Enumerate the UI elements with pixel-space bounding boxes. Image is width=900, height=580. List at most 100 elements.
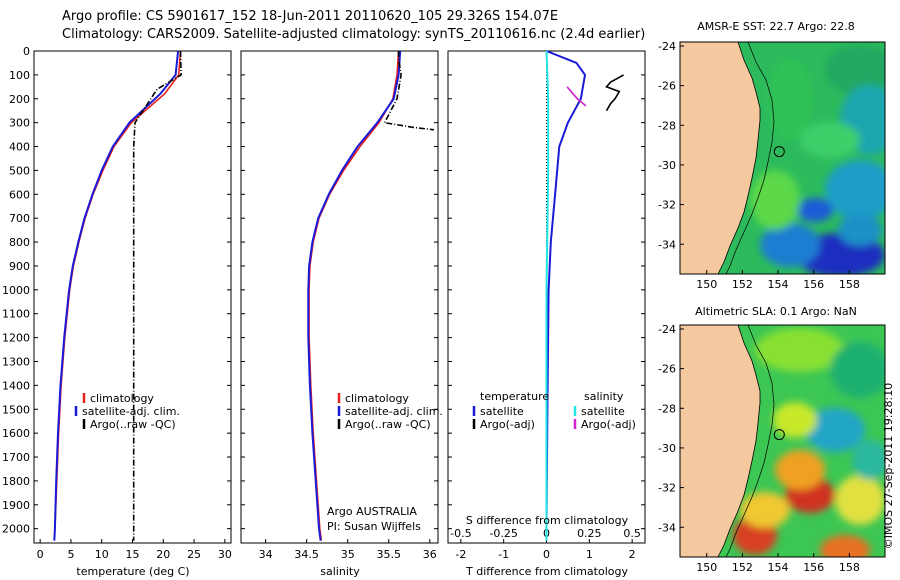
map-y-tick-label: -26: [658, 363, 676, 376]
sst-isobath-line: [725, 42, 775, 274]
salinity-legend: climatology satellite-adj. clim. Argo(..…: [327, 392, 443, 533]
sla-argo-location-marker: [773, 429, 785, 441]
legend-argo: Argo(..raw -QC): [90, 418, 176, 431]
x-tick-label: 36: [423, 548, 437, 561]
series-climatology: [308, 50, 400, 541]
x-tick-label: 35.5: [377, 548, 402, 561]
legend-climatology: climatology: [345, 392, 409, 405]
s-tick-label: -0.5: [450, 527, 471, 540]
map-x-tick-label: 154: [768, 278, 789, 291]
map-y-tick-label: -30: [658, 159, 676, 172]
y-tick-label: 1400: [2, 379, 30, 392]
x-tick-label: -1: [498, 548, 509, 561]
legend-t-argo: Argo(-adj): [480, 418, 535, 431]
sla-map: [680, 325, 885, 557]
legend-satellite-adj: satellite-adj. clim.: [345, 405, 443, 418]
map-y-tick-label: -28: [658, 119, 676, 132]
temperature-plot: 0 5 10 15 20 25 300100200300400500600700800900…: [2, 45, 232, 561]
x-tick-label: 1: [586, 548, 593, 561]
map-y-tick-label: -24: [658, 323, 676, 336]
y-tick-label: 1300: [2, 355, 30, 368]
x-tick-label: 30: [218, 548, 232, 561]
map-y-tick-label: -24: [658, 40, 676, 53]
map-x-tick-label: 158: [839, 561, 860, 574]
series-argo-raw-qc-: [132, 50, 182, 541]
s-tick-label: 0.25: [577, 527, 602, 540]
s-tick-label: 0.5: [623, 527, 641, 540]
figure-title-line1: Argo profile: CS 5901617_152 18-Jun-2011…: [62, 9, 559, 24]
y-tick-label: 800: [9, 236, 30, 249]
map-x-tick-label: 156: [803, 561, 824, 574]
x-tick-label: 25: [187, 548, 201, 561]
map-x-tick-label: 154: [768, 561, 789, 574]
annotation-pi: PI: Susan Wijffels: [327, 520, 421, 533]
series-salinity-argo-adj-: [566, 86, 587, 107]
x-tick-label: 0: [543, 548, 550, 561]
x-tick-label: 35: [341, 548, 355, 561]
temperature-panel-frame: [33, 50, 232, 544]
map-x-tick-label: 158: [839, 278, 860, 291]
series-satellite-adj-clim-: [53, 50, 180, 541]
y-tick-label: 600: [9, 188, 30, 201]
map-y-tick-label: -28: [658, 402, 676, 415]
x-tick-label: 15: [126, 548, 140, 561]
map-y-tick-label: -32: [658, 199, 676, 212]
sla-land-australia: [680, 325, 761, 557]
y-tick-label: 1200: [2, 332, 30, 345]
legend-climatology: climatology: [90, 392, 154, 405]
y-tick-label: 1800: [2, 475, 30, 488]
x-tick-label: 2: [629, 548, 636, 561]
temperature-axis-label: temperature (deg C): [76, 565, 189, 578]
x-tick-label: 34.5: [294, 548, 319, 561]
map-x-tick-label: 156: [803, 278, 824, 291]
sla-field: [733, 328, 885, 557]
y-tick-label: 1500: [2, 403, 30, 416]
map-x-tick-label: 150: [696, 561, 717, 574]
sla-map-axes: 150 152 154 156 158 -24 -26 -28 -30 -32 -34: [658, 323, 860, 574]
series-satellite-adj-clim-: [307, 50, 402, 541]
imos-credit: ©IMOS 27-Sep-2011 19:28:10: [882, 383, 895, 549]
map-x-tick-label: 152: [732, 561, 753, 574]
y-tick-label: 1000: [2, 284, 30, 297]
sla-map-title: Altimetric SLA: 0.1 Argo: NaN: [695, 305, 857, 318]
legend-satellite-adj: satellite-adj. clim.: [82, 405, 180, 418]
difference-legend: temperature salinity satellite Argo(-adj…: [472, 390, 636, 431]
y-tick-label: 900: [9, 260, 30, 273]
series-argo-raw-qc-: [383, 51, 434, 131]
sla-isobath-line: [725, 325, 775, 557]
map-y-tick-label: -34: [658, 238, 676, 251]
sst-map-axes: 150 152 154 156 158 -24 -26 -28 -30 -32 -34: [658, 40, 860, 291]
t-difference-axis-label: T difference from climatology: [465, 565, 628, 578]
figure-title-line2: Climatology: CARS2009. Satellite-adjuste…: [62, 27, 646, 42]
series-climatology: [53, 50, 182, 541]
x-tick-label: 34: [259, 548, 273, 561]
legend-s-argo: Argo(-adj): [581, 418, 636, 431]
map-y-tick-label: -34: [658, 521, 676, 534]
legend-s-satellite: satellite: [581, 405, 625, 418]
sst-map: [680, 42, 885, 274]
annotation-argo-australia: Argo AUSTRALIA: [327, 505, 417, 518]
sst-map-title: AMSR-E SST: 22.7 Argo: 22.8: [697, 20, 855, 33]
series-temperature-satellite: [545, 50, 587, 541]
y-tick-label: 1100: [2, 308, 30, 321]
sla-map-frame: [679, 324, 886, 558]
temperature-legend: climatology satellite-adj. clim. Argo(..…: [74, 392, 180, 431]
x-tick-label: 20: [156, 548, 170, 561]
y-tick-label: 2000: [2, 523, 30, 536]
legend-group-temperature: temperature: [480, 390, 549, 403]
legend-group-salinity: salinity: [584, 390, 624, 403]
x-tick-label: -2: [455, 548, 466, 561]
map-y-tick-label: -32: [658, 482, 676, 495]
y-tick-label: 300: [9, 117, 30, 130]
map-x-tick-label: 150: [696, 278, 717, 291]
series-salinity-satellite: [545, 50, 550, 541]
y-tick-label: 200: [9, 93, 30, 106]
s-difference-axis-label: S difference from climatology: [466, 514, 629, 527]
y-tick-label: 1900: [2, 499, 30, 512]
y-tick-label: 700: [9, 212, 30, 225]
legend-argo: Argo(..raw -QC): [345, 418, 431, 431]
salinity-panel-frame: [240, 50, 439, 544]
map-y-tick-label: -26: [658, 80, 676, 93]
map-y-tick-label: -30: [658, 442, 676, 455]
series-temperature-argo-adj-: [605, 74, 624, 112]
